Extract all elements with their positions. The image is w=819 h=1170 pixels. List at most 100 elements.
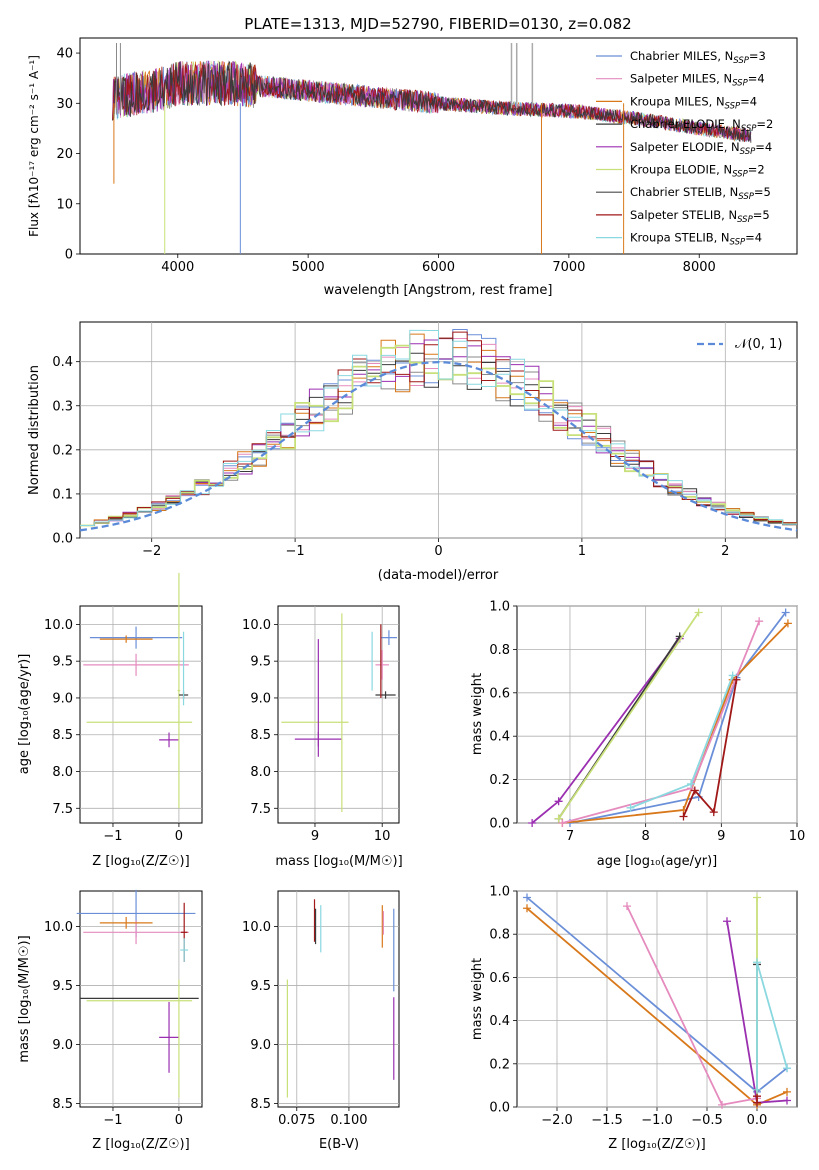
y-tick-label: 0.2 bbox=[489, 1057, 510, 1072]
weight-marker bbox=[783, 1096, 791, 1105]
y-tick-label: 10.0 bbox=[44, 920, 73, 935]
weight-marker bbox=[732, 675, 741, 684]
y-tick-label: 0.4 bbox=[489, 730, 510, 745]
y-tick-label: 0 bbox=[65, 248, 73, 263]
weight-line bbox=[569, 611, 787, 824]
y-tick-label: 9.0 bbox=[250, 1038, 271, 1053]
weight-marker bbox=[687, 779, 696, 788]
y-tick-label: 10.0 bbox=[242, 920, 271, 935]
y-tick-label: 7.5 bbox=[250, 802, 271, 817]
age-vs-mass-xlabel: mass [log₁₀(M/M☉)] bbox=[275, 854, 402, 869]
figure-title: PLATE=1313, MJD=52790, FIBERID=0130, z=0… bbox=[244, 15, 631, 33]
x-tick-label: −2 bbox=[142, 544, 161, 559]
legend-label: Salpeter MILES, NSSP=4 bbox=[630, 72, 765, 89]
weight-marker bbox=[783, 1064, 791, 1073]
legend-subscript: SSP bbox=[725, 101, 741, 111]
legend-nssp: =2 bbox=[756, 117, 773, 131]
legend-name: Salpeter STELIB, N bbox=[630, 208, 737, 222]
x-tick-label: 0.0 bbox=[747, 1113, 768, 1128]
weight-vs-age-panel: age [log₁₀(age/yr)] mass weight 7 8 9 10 0.0… bbox=[470, 600, 805, 870]
x-tick-label: 5000 bbox=[292, 260, 325, 275]
legend-label: Salpeter STELIB, NSSP=5 bbox=[630, 208, 770, 225]
legend-label: Chabrier MILES, NSSP=3 bbox=[630, 49, 766, 66]
y-tick-label: 10.0 bbox=[242, 618, 271, 633]
legend-name: Chabrier MILES, N bbox=[630, 49, 733, 63]
age-vs-Z-xlabel: Z [log₁₀(Z/Z☉)] bbox=[92, 854, 189, 869]
legend-label: Chabrier STELIB, NSSP=5 bbox=[630, 185, 771, 202]
y-tick-label: 8.5 bbox=[52, 728, 73, 743]
y-tick-label: 30 bbox=[56, 97, 73, 112]
x-tick-label: 7000 bbox=[552, 260, 585, 275]
spectrum-xlabel: wavelength [Angstrom, rest frame] bbox=[324, 283, 553, 298]
mass-vs-EBV-frame bbox=[277, 890, 400, 1108]
weight-marker bbox=[753, 893, 761, 902]
weight-marker bbox=[753, 958, 761, 967]
residuals-legend: 𝒩(0, 1) bbox=[697, 337, 782, 352]
weight-marker bbox=[783, 619, 792, 628]
y-tick-label: 40 bbox=[56, 47, 73, 62]
y-tick-label: 0.2 bbox=[52, 443, 73, 458]
weight-marker bbox=[523, 904, 531, 913]
x-tick-label: −1 bbox=[286, 544, 305, 559]
weight-marker bbox=[781, 608, 790, 617]
y-tick-label: 8.0 bbox=[250, 765, 271, 780]
y-tick-label: 0.6 bbox=[489, 686, 510, 701]
spectrum-line bbox=[112, 62, 752, 142]
x-tick-label: −1.5 bbox=[591, 1113, 623, 1128]
legend-subscript: SSP bbox=[738, 192, 754, 202]
weight-marker bbox=[709, 808, 718, 817]
x-tick-label: 9 bbox=[311, 829, 319, 844]
weight-marker bbox=[723, 917, 731, 926]
y-tick-label: 0.2 bbox=[489, 773, 510, 788]
residuals-ylabel: Normed distribution bbox=[27, 365, 42, 495]
y-tick-label: 0.4 bbox=[52, 355, 73, 370]
x-tick-label: 4000 bbox=[161, 260, 194, 275]
legend-label: Kroupa ELODIE, NSSP=2 bbox=[630, 163, 765, 180]
legend-label: Kroupa STELIB, NSSP=4 bbox=[630, 231, 762, 248]
weight-marker bbox=[523, 893, 531, 902]
weight-marker bbox=[718, 1100, 726, 1109]
legend-subscript: SSP bbox=[732, 170, 748, 180]
y-tick-label: 9.0 bbox=[52, 1038, 73, 1053]
y-tick-label: 8.0 bbox=[52, 765, 73, 780]
legend-subscript: SSP bbox=[730, 238, 746, 248]
y-tick-label: 1.0 bbox=[489, 885, 510, 900]
x-tick-label: 0.075 bbox=[278, 1113, 315, 1128]
spectrum-legend: Chabrier MILES, NSSP=3 Salpeter MILES, NS… bbox=[596, 49, 773, 248]
weight-marker bbox=[690, 786, 699, 795]
x-tick-label: 1 bbox=[578, 544, 586, 559]
spectrum-line bbox=[112, 60, 752, 143]
y-tick-label: 10 bbox=[56, 197, 73, 212]
x-tick-label: −1 bbox=[103, 829, 122, 844]
weight-marker bbox=[694, 608, 703, 617]
weight-marker bbox=[753, 1085, 761, 1094]
residuals-panel: (data-model)/error Normed distribution −… bbox=[27, 321, 798, 583]
legend-name: Chabrier ELODIE, N bbox=[630, 117, 741, 131]
weight-line bbox=[557, 611, 700, 820]
legend-name: Kroupa STELIB, N bbox=[630, 231, 730, 245]
legend-nssp: =4 bbox=[745, 231, 762, 245]
y-tick-label: 9.5 bbox=[250, 655, 271, 670]
legend-subscript: SSP bbox=[741, 124, 757, 134]
y-tick-label: 9.0 bbox=[250, 691, 271, 706]
x-tick-label: 7 bbox=[566, 829, 574, 844]
legend-subscript: SSP bbox=[732, 79, 748, 89]
x-tick-label: 10 bbox=[374, 829, 391, 844]
x-tick-label: 10 bbox=[789, 829, 806, 844]
y-tick-label: 1.0 bbox=[489, 600, 510, 615]
legend-nssp: =4 bbox=[755, 140, 772, 154]
weight-vs-age-frame bbox=[516, 605, 798, 824]
weight-line bbox=[531, 637, 681, 824]
legend-nssp: =2 bbox=[748, 163, 765, 177]
legend-nssp: =5 bbox=[754, 185, 771, 199]
weight-marker bbox=[623, 902, 631, 911]
weight-marker bbox=[755, 617, 764, 626]
weight-vs-Z-ylabel: mass weight bbox=[470, 958, 485, 1040]
y-tick-label: 7.5 bbox=[52, 802, 73, 817]
legend-name: Chabrier STELIB, N bbox=[630, 185, 738, 199]
weight-line bbox=[682, 679, 738, 817]
weight-marker bbox=[783, 1087, 791, 1096]
gaussian-legend-label: 𝒩(0, 1) bbox=[735, 337, 782, 352]
x-tick-label: 0 bbox=[434, 544, 442, 559]
y-tick-label: 0.0 bbox=[489, 1101, 510, 1116]
